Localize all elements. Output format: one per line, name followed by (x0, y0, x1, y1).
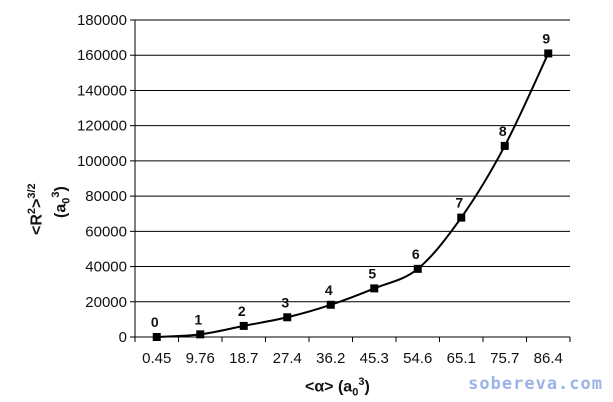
x-tick-labels: 0.45 9.76 18.7 27.4 36.2 45.3 54.6 65.1 75.7 86.4 (142, 350, 563, 367)
data-markers (152, 49, 553, 341)
x-tick-label: 54.6 (403, 350, 432, 367)
x-tick-label: 86.4 (534, 350, 563, 367)
point-label: 5 (368, 265, 376, 281)
y-tick-label: 0 (119, 329, 127, 346)
y-tick-label: 60000 (85, 223, 127, 240)
x-tick-label: 27.4 (273, 350, 302, 367)
y-tick-label: 160000 (77, 47, 127, 64)
data-point (239, 321, 248, 330)
data-point (500, 141, 509, 150)
y-tick-label: 140000 (77, 82, 127, 99)
y-axis-title-line1: <R2>3/2 (26, 183, 46, 235)
data-point (370, 284, 379, 293)
y-tick-label: 120000 (77, 118, 127, 135)
x-tick-label: 18.7 (229, 350, 258, 367)
data-point (283, 313, 292, 322)
point-labels: 0 1 2 3 4 5 6 7 8 9 (151, 30, 551, 330)
point-label: 0 (151, 314, 159, 330)
y-tick-label: 40000 (85, 259, 127, 276)
data-point (413, 264, 422, 273)
x-tick-label: 75.7 (490, 350, 519, 367)
point-label: 7 (455, 195, 463, 211)
point-label: 6 (412, 246, 420, 262)
y-tick-label: 180000 (77, 12, 127, 29)
data-point (196, 330, 205, 339)
data-point (152, 333, 161, 341)
data-point (544, 49, 553, 58)
data-point (326, 300, 335, 309)
y-tick-label: 100000 (77, 153, 127, 170)
x-tick-label: 9.76 (186, 350, 215, 367)
x-tick-label: 36.2 (316, 350, 345, 367)
x-axis-title: <α> (a03) (305, 376, 370, 399)
y-tick-label: 20000 (85, 294, 127, 311)
y-tick-label: 80000 (85, 188, 127, 205)
point-label: 1 (194, 311, 202, 327)
point-label: 2 (238, 303, 246, 319)
point-label: 8 (499, 123, 507, 139)
data-point (457, 213, 466, 222)
series-line (156, 53, 550, 338)
watermark-text: sobereva.com (468, 374, 603, 394)
point-label: 4 (325, 282, 333, 298)
x-tick-label: 45.3 (360, 350, 389, 367)
x-tick-label: 65.1 (447, 350, 476, 367)
gridlines (130, 19, 570, 338)
x-tick-label: 0.45 (142, 350, 171, 367)
y-axis-title-line2: (a03) (50, 186, 73, 218)
y-tick-labels: 0 20000 40000 60000 80000 100000 120000 140000 1… (77, 12, 127, 346)
point-label: 3 (281, 294, 289, 310)
point-label: 9 (542, 30, 550, 46)
axes (134, 20, 571, 342)
